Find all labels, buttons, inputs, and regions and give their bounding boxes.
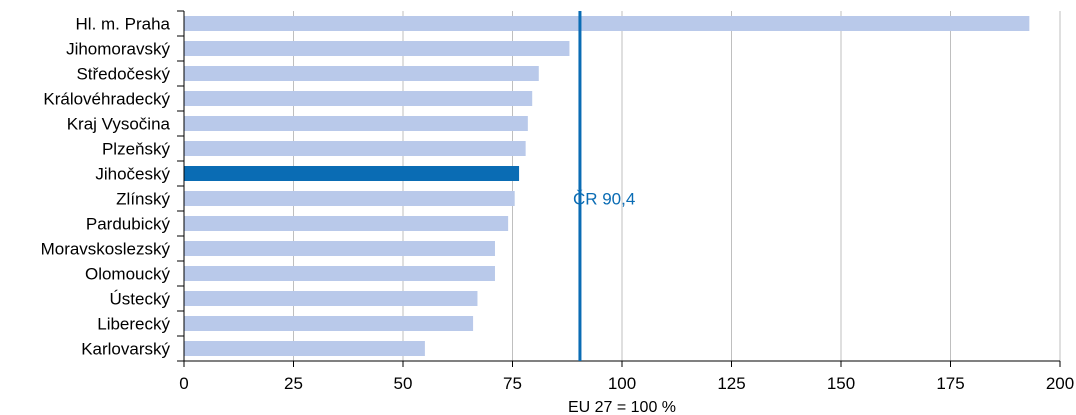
bar-9 xyxy=(184,241,495,256)
category-label-0: Hl. m. Praha xyxy=(76,15,171,34)
x-tick-label-75: 75 xyxy=(503,374,522,393)
category-label-4: Kraj Vysočina xyxy=(67,115,171,134)
category-label-3: Královéhradecký xyxy=(43,90,170,109)
x-tick-label-25: 25 xyxy=(284,374,303,393)
x-tick-label-100: 100 xyxy=(608,374,636,393)
x-axis-title: EU 27 = 100 % xyxy=(568,399,676,415)
bar-10 xyxy=(184,266,495,281)
x-tick-label-175: 175 xyxy=(936,374,964,393)
category-label-2: Středočeský xyxy=(76,65,170,84)
bar-2 xyxy=(184,66,539,81)
bar-7 xyxy=(184,191,515,206)
bar-6 xyxy=(184,166,520,181)
category-label-5: Plzeňský xyxy=(102,140,171,159)
category-label-10: Olomoucký xyxy=(85,265,171,284)
bar-5 xyxy=(184,141,526,156)
bars-group xyxy=(184,16,1030,356)
bar-12 xyxy=(184,316,474,331)
category-labels: Hl. m. Praha Jihomoravský Středočeský Králo… xyxy=(41,15,171,359)
category-label-6: Jihočeský xyxy=(95,165,170,184)
bar-4 xyxy=(184,116,528,131)
x-tick-label-0: 0 xyxy=(179,374,188,393)
category-label-13: Karlovarský xyxy=(81,340,170,359)
bar-1 xyxy=(184,41,570,56)
bar-0 xyxy=(184,16,1030,31)
x-tick-label-200: 200 xyxy=(1046,374,1074,393)
category-label-7: Zlínský xyxy=(116,190,170,209)
bar-13 xyxy=(184,341,425,356)
category-label-1: Jihomoravský xyxy=(66,40,170,59)
x-tick-label-150: 150 xyxy=(827,374,855,393)
x-tick-label-125: 125 xyxy=(717,374,745,393)
reference-label: ČR 90,4 xyxy=(573,190,635,209)
grid-lines xyxy=(293,11,1061,361)
x-tick-label-50: 50 xyxy=(394,374,413,393)
category-label-9: Moravskoslezský xyxy=(41,240,171,259)
bar-3 xyxy=(184,91,533,106)
category-label-11: Ústecký xyxy=(110,290,171,309)
bar-11 xyxy=(184,291,478,306)
axes-group xyxy=(177,10,1061,367)
category-label-8: Pardubický xyxy=(86,215,171,234)
bar-8 xyxy=(184,216,509,231)
category-label-12: Liberecký xyxy=(97,315,170,334)
reference-group: ČR 90,4 xyxy=(573,11,635,361)
x-tick-labels: 0 25 50 75 100 125 150 175 200 xyxy=(179,374,1074,393)
